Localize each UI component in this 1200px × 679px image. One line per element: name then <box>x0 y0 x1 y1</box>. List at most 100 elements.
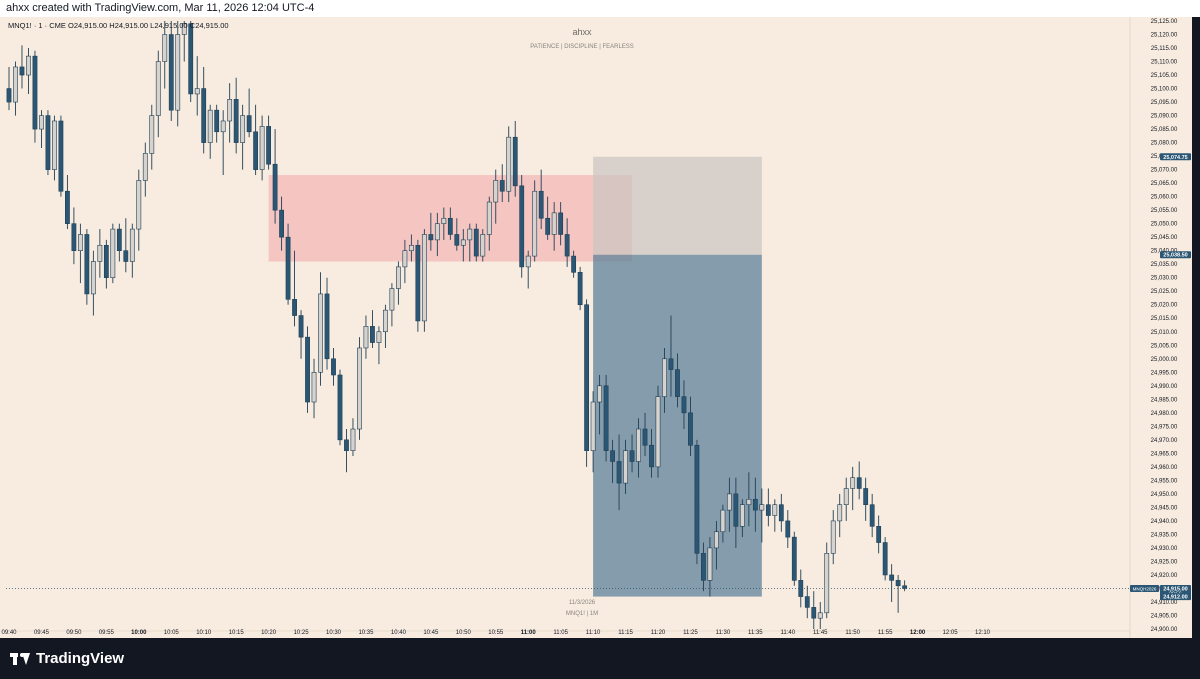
time-tick-label: 11:50 <box>845 630 860 636</box>
candle <box>305 326 310 413</box>
symbol-tag-text: MNQH2026 <box>1133 586 1157 591</box>
time-tick-label: 10:15 <box>229 630 245 636</box>
price-axis[interactable]: 25,125.00 25,120.00 25,115.00 25,110.00 25,1… <box>1129 17 1192 638</box>
candle-body-up <box>434 223 440 241</box>
candle <box>45 110 51 176</box>
candle <box>201 66 207 154</box>
price-tick-label: 25,060.00 <box>1151 195 1178 201</box>
price-tick-label: 24,990.00 <box>1151 384 1178 390</box>
candle-body-up <box>746 498 752 505</box>
candle-body-down <box>103 244 109 279</box>
candle <box>532 180 538 262</box>
candle-body-up <box>220 120 226 133</box>
candle-body-down <box>337 374 343 441</box>
watermark-tagline: PATIENCE | DISCIPLINE | FEARLESS <box>530 44 634 50</box>
candle-body-down <box>71 223 77 251</box>
candle-body-up <box>13 66 18 103</box>
candle-body-down <box>584 304 590 451</box>
candle <box>564 218 570 267</box>
candle-body-up <box>383 309 388 333</box>
candle <box>103 239 109 289</box>
time-tick-label: 09:50 <box>66 630 82 636</box>
candle-body-down <box>863 488 869 505</box>
chart-area[interactable]: MNQ1! · 1 · CME O24,915.00 H24,915.00 L2… <box>0 17 1192 638</box>
candle <box>181 21 187 62</box>
candle <box>739 499 745 538</box>
price-tick-label: 24,925.00 <box>1151 559 1178 565</box>
candle <box>123 218 129 273</box>
candle <box>889 564 895 602</box>
candle-body-up <box>623 450 628 484</box>
candle <box>525 250 531 289</box>
candle <box>863 477 869 521</box>
candle <box>752 477 758 532</box>
candle-body-up <box>707 547 713 581</box>
price-tick-label: 24,905.00 <box>1151 613 1178 619</box>
candle-body-up <box>759 504 765 511</box>
candle <box>142 142 148 197</box>
candle <box>759 488 765 543</box>
candle <box>337 369 343 446</box>
candle-body-down <box>558 212 564 235</box>
candle-body-up <box>350 428 356 451</box>
candle <box>376 326 382 365</box>
time-tick-label: 11:20 <box>651 630 666 636</box>
price-tick-label: 25,065.00 <box>1151 181 1178 187</box>
candle <box>285 223 291 305</box>
candle-body-down <box>603 385 609 451</box>
price-tick-label: 24,970.00 <box>1151 438 1178 444</box>
price-tick-label: 24,900.00 <box>1151 627 1178 633</box>
candle <box>746 472 752 527</box>
candle <box>188 21 194 103</box>
price-tick-label: 25,020.00 <box>1151 303 1178 309</box>
candle <box>629 434 635 473</box>
candle <box>850 466 856 511</box>
candle-body-down <box>292 299 297 316</box>
candle-body-down <box>233 99 239 143</box>
tradingview-logo[interactable]: TradingView <box>10 650 124 667</box>
candle-body-down <box>610 450 615 462</box>
attribution-bar: ahxx created with TradingView.com, Mar 1… <box>0 0 1200 17</box>
candle-body-up <box>175 34 181 111</box>
candle <box>499 164 505 203</box>
candle-body-down <box>499 180 505 192</box>
price-tag-box <box>1160 153 1191 161</box>
candle-body-down <box>298 315 304 338</box>
time-tick-label: 11:25 <box>683 630 698 636</box>
candle-body-up <box>817 612 823 619</box>
candle-body-down <box>370 326 375 343</box>
price-tag-text: 25,074.75 <box>1163 155 1187 161</box>
time-axis[interactable]: 09:40 09:45 09:50 09:55 10:00 10:05 10:10 10:15… <box>0 630 1130 636</box>
candle <box>13 61 18 116</box>
candle <box>551 202 557 251</box>
candle-body-up <box>720 509 726 533</box>
candle-body-down <box>447 217 453 235</box>
candle <box>623 439 628 494</box>
time-tick-label: 11:40 <box>781 630 796 636</box>
price-tick-label: 24,985.00 <box>1151 397 1178 403</box>
candlestick-chart[interactable]: MNQ1! · 1 · CME O24,915.00 H24,915.00 L2… <box>0 17 1192 638</box>
candle <box>421 229 427 332</box>
candle <box>389 283 395 327</box>
candle <box>428 212 434 251</box>
candle <box>162 21 168 89</box>
time-tick-label: 11:30 <box>716 630 731 636</box>
candle-body-down <box>123 250 129 262</box>
candle <box>714 520 719 570</box>
price-tick-label: 24,920.00 <box>1151 573 1178 579</box>
time-tick-label: 10:00 <box>131 630 147 636</box>
time-tick-label: 10:25 <box>294 630 310 636</box>
price-tick-label: 25,015.00 <box>1151 316 1178 322</box>
time-tick-label: 12:00 <box>910 630 926 636</box>
candle-body-down <box>701 553 706 581</box>
candle <box>266 115 271 170</box>
candle-body-down <box>785 520 791 538</box>
candle-body-down <box>331 358 336 376</box>
candle-body-down <box>415 244 421 322</box>
price-tick-label: 24,940.00 <box>1151 519 1178 525</box>
candle-body-down <box>324 293 330 360</box>
candle <box>363 315 369 359</box>
watermark-date: 11/3/2026 <box>569 600 596 606</box>
time-tick-label: 10:05 <box>164 630 180 636</box>
time-tick-label: 10:20 <box>261 630 277 636</box>
